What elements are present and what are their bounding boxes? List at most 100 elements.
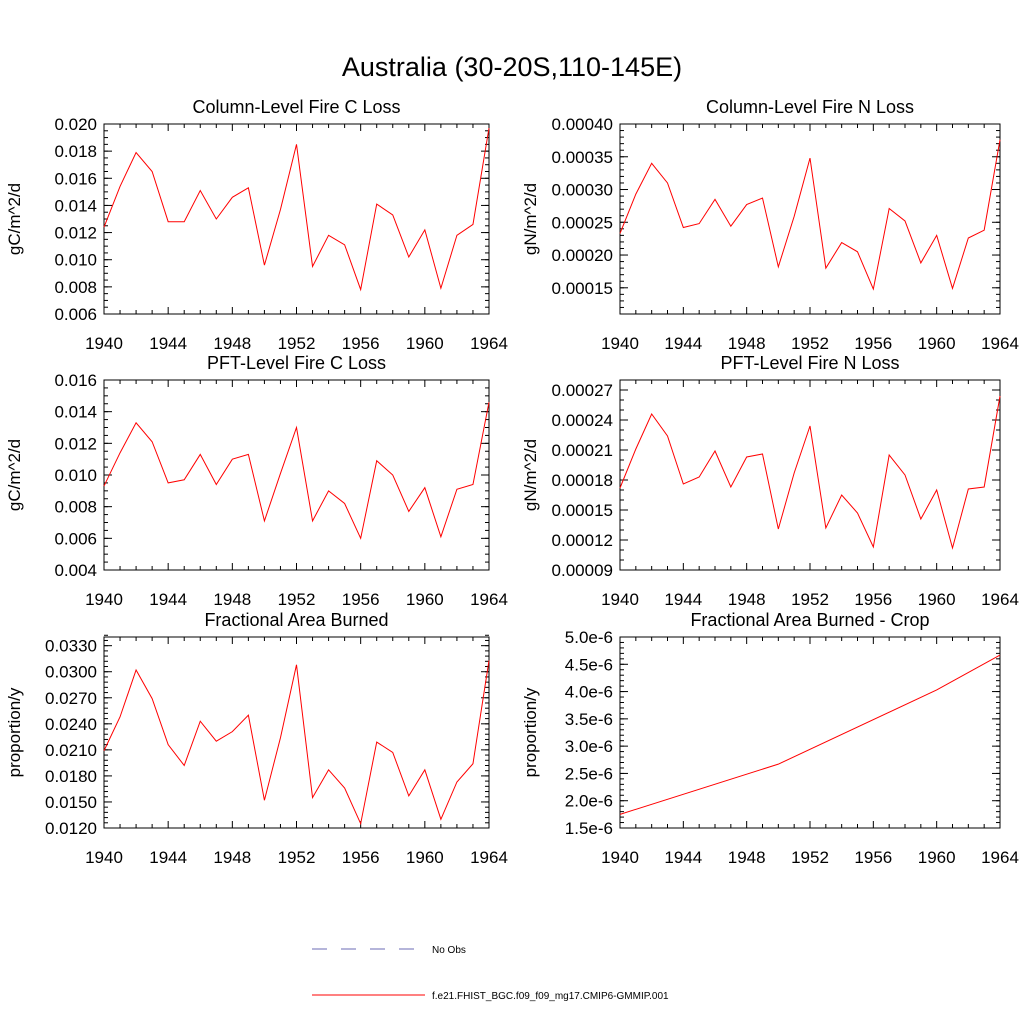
- y-tick-label: 0.00030: [552, 181, 613, 200]
- x-tick-label: 1964: [470, 848, 508, 867]
- legend: No Obs f.e21.FHIST_BGC.f09_f09_mg17.CMIP…: [312, 945, 669, 1002]
- x-tick-label: 1944: [149, 848, 187, 867]
- y-tick-label: 0.00035: [552, 148, 613, 167]
- y-tick-label: 0.0180: [45, 767, 97, 786]
- y-tick-label: 0.010: [54, 466, 97, 485]
- x-tick-label: 1960: [406, 334, 444, 353]
- x-tick-label: 1964: [470, 334, 508, 353]
- y-tick-label: 0.016: [54, 371, 97, 390]
- x-tick-label: 1948: [213, 848, 251, 867]
- x-tick-label: 1948: [213, 334, 251, 353]
- x-tick-label: 1948: [728, 848, 766, 867]
- y-tick-label: 0.0120: [45, 819, 97, 838]
- y-tick-label: 0.00025: [552, 213, 613, 232]
- x-tick-label: 1956: [342, 590, 380, 609]
- y-tick-label: 0.0330: [45, 637, 97, 656]
- y-tick-label: 0.0300: [45, 663, 97, 682]
- x-tick-label: 1948: [728, 590, 766, 609]
- y-tick-label: 2.0e-6: [565, 792, 613, 811]
- y-tick-label: 1.5e-6: [565, 819, 613, 838]
- y-tick-label: 0.00015: [552, 279, 613, 298]
- x-tick-label: 1964: [981, 334, 1019, 353]
- series-line-0: [103, 660, 490, 826]
- x-tick-label: 1944: [664, 848, 702, 867]
- panel-title: Fractional Area Burned - Crop: [690, 610, 929, 630]
- x-tick-label: 1952: [278, 334, 316, 353]
- panel-column-fire-c-loss: Column-Level Fire C Loss 1940 1944 1948 1952…: [5, 97, 508, 353]
- y-tick-label: 2.5e-6: [565, 764, 613, 783]
- x-tick-label: 1944: [149, 590, 187, 609]
- x-tick-label: 1952: [791, 334, 829, 353]
- panel-title: Column-Level Fire N Loss: [706, 97, 914, 117]
- y-tick-label: 0.008: [54, 278, 97, 297]
- y-tick-label: 3.0e-6: [565, 737, 613, 756]
- series-line-0: [619, 395, 1001, 550]
- panel-title: PFT-Level Fire C Loss: [207, 353, 386, 373]
- y-tick-label: 0.016: [54, 169, 97, 188]
- y-tick-label: 0.00015: [552, 501, 613, 520]
- y-tick-label: 0.00009: [552, 561, 613, 580]
- x-tick-label: 1948: [213, 590, 251, 609]
- plot-frame: [619, 379, 1001, 571]
- y-tick-label: 0.00012: [552, 531, 613, 550]
- y-tick-label: 4.5e-6: [565, 655, 613, 674]
- series-line-0: [103, 127, 490, 292]
- y-tick-label: 0.00021: [552, 441, 613, 460]
- plot-frame: [103, 123, 490, 315]
- plot-frame: [103, 379, 490, 571]
- y-tick-label: 0.00018: [552, 471, 613, 490]
- x-tick-label: 1940: [85, 848, 123, 867]
- y-tick-label: 0.0150: [45, 793, 97, 812]
- x-tick-label: 1956: [854, 848, 892, 867]
- figure-title: Australia (30-20S,110-145E): [342, 52, 682, 82]
- y-axis-label: proportion/y: [521, 687, 540, 777]
- y-axis-label: proportion/y: [5, 687, 24, 777]
- y-tick-label: 0.00027: [552, 381, 613, 400]
- y-tick-label: 0.0210: [45, 741, 97, 760]
- x-tick-label: 1960: [918, 590, 956, 609]
- y-tick-label: 0.010: [54, 251, 97, 270]
- x-tick-label: 1952: [278, 590, 316, 609]
- x-tick-label: 1956: [854, 590, 892, 609]
- x-tick-label: 1948: [728, 334, 766, 353]
- y-axis-label: gN/m^2/d: [521, 183, 540, 255]
- x-tick-label: 1960: [918, 334, 956, 353]
- y-tick-label: 0.020: [54, 115, 97, 134]
- x-tick-label: 1964: [981, 848, 1019, 867]
- y-tick-label: 0.0270: [45, 689, 97, 708]
- y-tick-label: 0.00040: [552, 115, 613, 134]
- panel-title: Column-Level Fire C Loss: [192, 97, 400, 117]
- y-axis-label: gC/m^2/d: [5, 183, 24, 255]
- y-axis-label: gN/m^2/d: [521, 439, 540, 511]
- y-tick-label: 4.0e-6: [565, 683, 613, 702]
- x-tick-label: 1944: [664, 590, 702, 609]
- series-line-0: [619, 139, 1001, 291]
- x-tick-label: 1960: [918, 848, 956, 867]
- y-tick-label: 0.006: [54, 529, 97, 548]
- x-tick-label: 1960: [406, 848, 444, 867]
- plot-frame: [619, 123, 1001, 315]
- panel-fractional-area-burned-crop: Fractional Area Burned - Crop 1940 1944 194…: [521, 610, 1019, 867]
- legend-model-label: f.e21.FHIST_BGC.f09_f09_mg17.CMIP6-GMMIP…: [432, 991, 669, 1002]
- panel-pft-fire-n-loss: PFT-Level Fire N Loss 1940 1944 1948 1952 195…: [521, 353, 1019, 609]
- x-tick-label: 1960: [406, 590, 444, 609]
- y-tick-label: 0.0240: [45, 715, 97, 734]
- plot-frame: [619, 636, 1001, 829]
- x-tick-label: 1952: [791, 590, 829, 609]
- x-tick-label: 1964: [981, 590, 1019, 609]
- y-tick-label: 5.0e-6: [565, 628, 613, 647]
- y-tick-label: 0.00024: [552, 411, 613, 430]
- x-tick-label: 1940: [601, 848, 639, 867]
- x-tick-label: 1940: [85, 334, 123, 353]
- y-tick-label: 0.00020: [552, 246, 613, 265]
- x-tick-label: 1944: [664, 334, 702, 353]
- panel-pft-fire-c-loss: PFT-Level Fire C Loss 1940 1944 1948 1952 195…: [5, 353, 508, 609]
- x-tick-label: 1956: [342, 334, 380, 353]
- x-tick-label: 1964: [470, 590, 508, 609]
- panel-title: PFT-Level Fire N Loss: [720, 353, 899, 373]
- x-tick-label: 1944: [149, 334, 187, 353]
- y-tick-label: 0.004: [54, 561, 97, 580]
- panel-fractional-area-burned: Fractional Area Burned 1940 1944 1948 1952 19…: [5, 610, 508, 867]
- x-tick-label: 1956: [854, 334, 892, 353]
